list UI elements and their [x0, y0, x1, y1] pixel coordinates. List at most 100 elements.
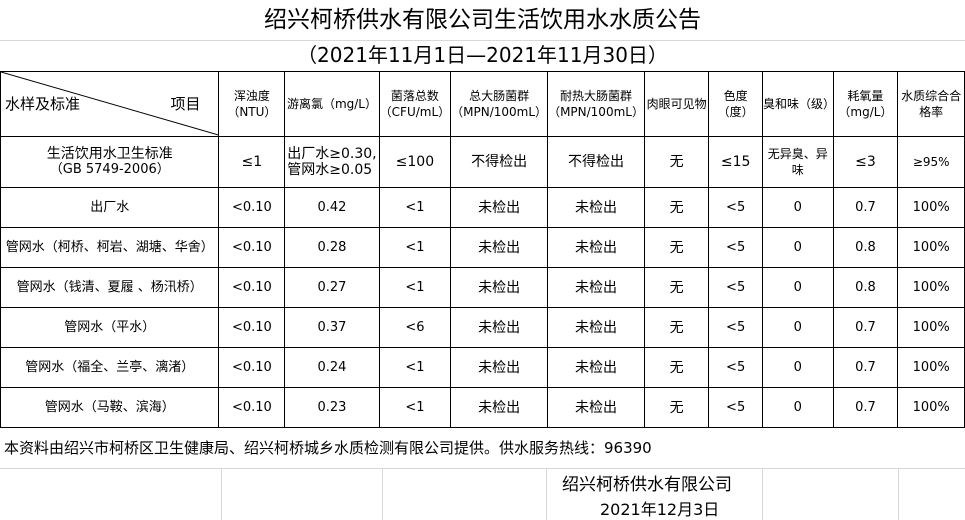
sample-value: 0.8: [832, 267, 899, 308]
sample-value: 0.7: [832, 387, 899, 428]
column-header: 耐热大肠菌群（MPN/100mL）: [547, 71, 645, 137]
corner-header-cell: 水样及标准 项目: [0, 71, 220, 137]
sample-value: 0.28: [284, 227, 380, 268]
sample-value: 无: [643, 187, 710, 228]
sample-value: 0: [762, 187, 834, 228]
standard-value: 不得检出: [547, 136, 645, 188]
sample-value: 0: [762, 307, 834, 348]
sample-value: <1: [378, 387, 452, 428]
sample-value: 0.7: [832, 347, 899, 388]
standard-code: （GB 5749-2006）: [49, 162, 170, 177]
sample-value: <1: [378, 267, 452, 308]
sample-value: 0: [762, 267, 834, 308]
sample-value: 未检出: [547, 187, 645, 228]
standard-value: 无: [643, 136, 710, 188]
publish-date: 2021年12月3日: [600, 500, 720, 519]
column-header: 肉眼可见物: [643, 71, 710, 137]
table-row: 管网水（柯桥、柯岩、湖塘、华舍） <0.10 0.28 <1 未检出 未检出无 <5 0 0.8…: [0, 227, 965, 268]
sample-value: 未检出: [547, 347, 645, 388]
standard-value: 不得检出: [450, 136, 549, 188]
corner-left-label: 水样及标准: [5, 95, 81, 113]
sample-value: 0.8: [832, 227, 899, 268]
company-name: 绍兴柯桥供水有限公司: [562, 475, 732, 495]
sample-value: 未检出: [547, 307, 645, 348]
sample-value: <0.10: [218, 307, 286, 348]
standard-value: ≤1: [218, 136, 286, 188]
sample-value: <0.10: [218, 387, 286, 428]
sample-value: 100%: [897, 347, 965, 388]
sample-value: 未检出: [547, 267, 645, 308]
sample-name: 管网水（平水）: [0, 307, 220, 348]
column-header: 总大肠菌群（MPN/100mL）: [450, 71, 549, 137]
sample-value: 0.37: [284, 307, 380, 348]
sample-value: <0.10: [218, 187, 286, 228]
sample-value: 100%: [897, 267, 965, 308]
sample-value: <1: [378, 227, 452, 268]
sample-value: <0.10: [218, 227, 286, 268]
sample-value: 无: [643, 347, 710, 388]
sample-value: 未检出: [450, 187, 549, 228]
sample-value: 0.7: [832, 307, 899, 348]
sample-value: 无: [643, 267, 710, 308]
standard-value: ≤100: [378, 136, 452, 188]
sample-value: <0.10: [218, 267, 286, 308]
standard-name: 生活饮用水卫生标准: [46, 146, 173, 162]
table-row: 管网水（平水） <0.10 0.37 <6 未检出 未检出无 <5 0 0.7 100%: [0, 307, 965, 348]
sample-value: 未检出: [547, 227, 645, 268]
sample-value: 未检出: [450, 347, 549, 388]
standard-value: ≤15: [708, 136, 764, 188]
sample-value: 0: [762, 227, 834, 268]
corner-right-label: 项目: [170, 95, 201, 113]
sample-name: 管网水（钱清、夏履 、杨汛桥）: [0, 267, 220, 308]
notice-period: （2021年11月1日—2021年11月30日）: [297, 43, 668, 67]
water-quality-table: 水样及标准 项目 浑浊度（NTU） 游离氯（mg/L） 菌落总数（CFU/mL） 总大…: [0, 71, 965, 428]
sample-value: 0.42: [284, 187, 380, 228]
sample-value: 100%: [897, 307, 965, 348]
sample-value: 未检出: [450, 387, 549, 428]
sample-value: 0.24: [284, 347, 380, 388]
column-header: 水质综合合格率: [897, 71, 965, 137]
sample-value: <5: [708, 187, 764, 228]
sample-value: <5: [708, 227, 764, 268]
standard-value: 出厂水≥0.30, 管网水≥0.05: [284, 136, 380, 188]
footnote: 本资料由绍兴市柯桥区卫生健康局、绍兴柯桥城乡水质检测有限公司提供。供水服务热线：…: [0, 428, 965, 469]
sample-value: 100%: [897, 187, 965, 228]
sample-value: 0.7: [832, 187, 899, 228]
sample-value: 0.23: [284, 387, 380, 428]
column-header: 游离氯（mg/L）: [284, 71, 380, 137]
sample-value: 无: [643, 387, 710, 428]
sample-value: 0: [762, 387, 834, 428]
table-row: 出厂水 <0.10 0.42 <1 未检出 未检出无 <5 0 0.7 100%: [0, 187, 965, 228]
sample-value: 未检出: [450, 227, 549, 268]
sample-value: 未检出: [547, 387, 645, 428]
sample-value: 无: [643, 307, 710, 348]
sample-name: 出厂水: [0, 187, 220, 228]
sample-value: <6: [378, 307, 452, 348]
column-header: 耗氧量（mg/L）: [832, 71, 899, 137]
sample-value: 100%: [897, 387, 965, 428]
sample-name: 管网水（福全、兰亭、漓渚）: [0, 347, 220, 388]
sample-name: 管网水（马鞍、滨海）: [0, 387, 220, 428]
table-row: 管网水（马鞍、滨海） <0.10 0.23 <1 未检出 未检出无 <5 0 0.7 100%: [0, 387, 965, 428]
notice-title: 绍兴柯桥供水有限公司生活饮用水水质公告: [0, 0, 965, 41]
column-header: 菌落总数（CFU/mL）: [378, 71, 452, 137]
sample-value: 0: [762, 347, 834, 388]
column-header: 浑浊度（NTU）: [218, 71, 286, 137]
sample-value: 未检出: [450, 307, 549, 348]
diagonal-line: [1, 72, 218, 136]
header-row: 水样及标准 项目 浑浊度（NTU） 游离氯（mg/L） 菌落总数（CFU/mL） 总大…: [0, 71, 965, 137]
sample-value: 0.27: [284, 267, 380, 308]
sample-value: 无: [643, 227, 710, 268]
sample-value: <5: [708, 267, 764, 308]
sample-value: <1: [378, 347, 452, 388]
standard-value: ≤3: [832, 136, 899, 188]
sample-value: <5: [708, 347, 764, 388]
sample-value: <0.10: [218, 347, 286, 388]
sample-value: <5: [708, 307, 764, 348]
sample-name: 管网水（柯桥、柯岩、湖塘、华舍）: [0, 227, 220, 268]
standard-name-cell: 生活饮用水卫生标准 （GB 5749-2006）: [0, 136, 220, 188]
sample-value: 100%: [897, 227, 965, 268]
standard-value: ≥95%: [897, 136, 965, 188]
column-header: 臭和味（级）: [762, 71, 834, 137]
standard-value: 无异臭、异味: [762, 136, 834, 188]
